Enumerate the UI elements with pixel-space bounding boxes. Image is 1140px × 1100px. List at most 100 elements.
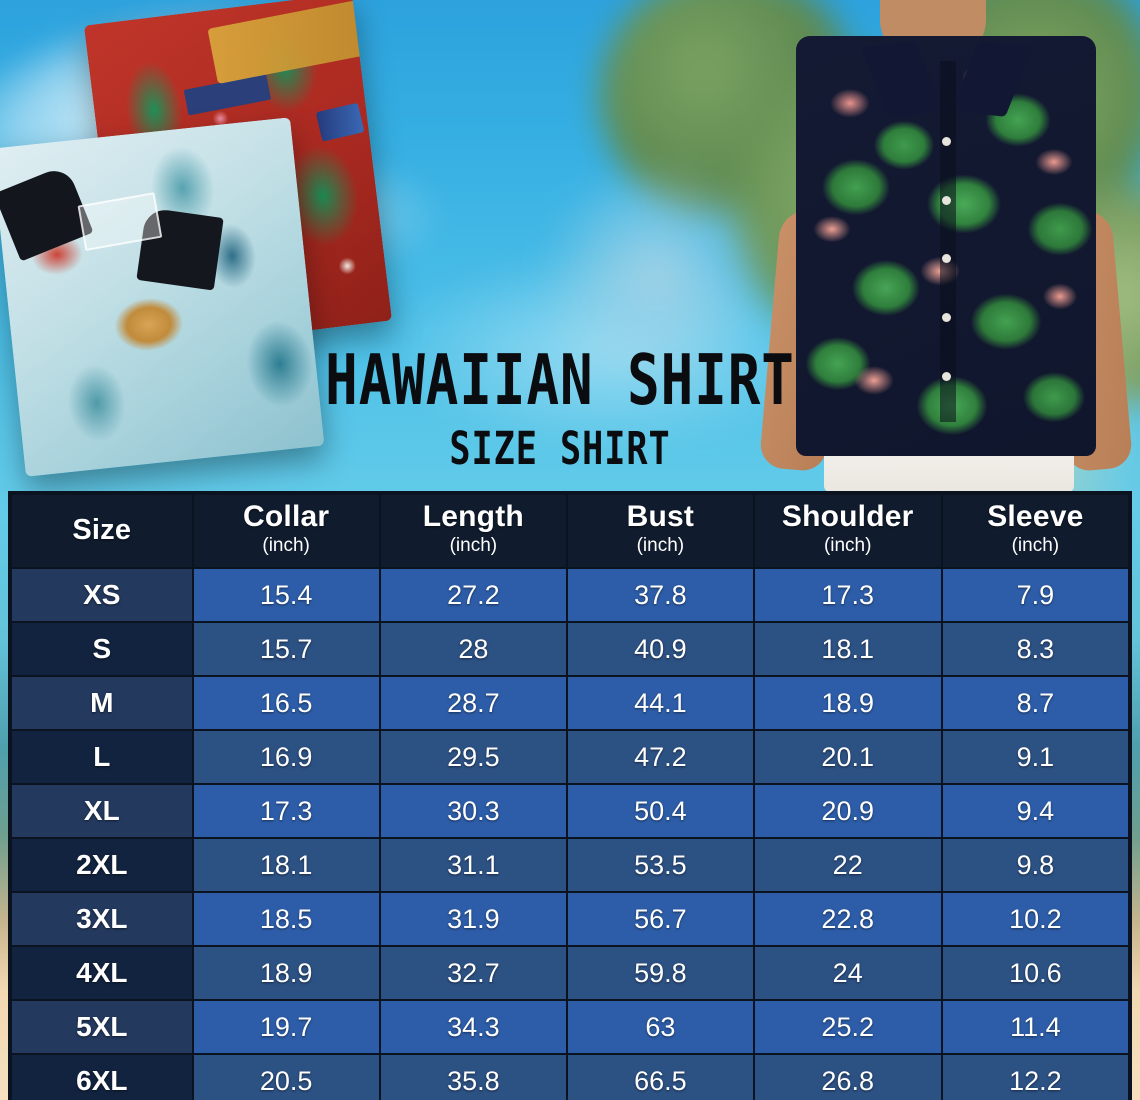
cell-collar: 16.9 <box>193 731 379 783</box>
table-row: S 15.7 28 40.9 18.1 8.3 <box>12 623 1128 675</box>
header-unit: (inch) <box>823 535 872 557</box>
shirt-button-placket <box>940 61 956 423</box>
cell-length: 29.5 <box>380 731 567 783</box>
cell-collar: 16.5 <box>193 677 379 729</box>
table-row: 5XL 19.7 34.3 63 25.2 11.4 <box>12 1001 1128 1053</box>
cell-bust: 37.8 <box>568 569 753 621</box>
header-unit: (inch) <box>262 535 310 557</box>
table-row: M 16.5 28.7 44.1 18.9 8.7 <box>12 677 1128 729</box>
column-header-bust: Bust (inch) <box>568 495 753 567</box>
cell-collar: 15.4 <box>193 569 379 621</box>
shirt-button <box>942 136 951 146</box>
cell-size: 2XL <box>12 839 192 891</box>
table-row: 6XL 20.5 35.8 66.5 26.8 12.2 <box>12 1055 1128 1100</box>
table-row: XL 17.3 30.3 50.4 20.9 9.4 <box>12 785 1128 837</box>
cell-bust: 44.1 <box>568 677 753 729</box>
cell-shoulder: 18.9 <box>754 677 941 729</box>
cell-collar: 18.1 <box>193 839 379 891</box>
cell-bust: 40.9 <box>568 623 753 675</box>
cell-collar: 19.7 <box>193 1001 379 1053</box>
header-label: Length <box>422 500 524 534</box>
size-chart-table: Size Collar (inch) Length (inch) Bust (i… <box>10 493 1130 1100</box>
cell-size: XS <box>12 569 192 621</box>
cell-bust: 56.7 <box>568 893 753 945</box>
cell-size: 3XL <box>12 893 192 945</box>
shirt-brand-label <box>183 73 271 116</box>
cell-shoulder: 25.2 <box>754 1001 941 1053</box>
header-label: Shoulder <box>781 500 914 534</box>
cell-size: L <box>12 731 192 783</box>
header-label: Collar <box>243 500 330 534</box>
table-header: Size Collar (inch) Length (inch) Bust (i… <box>12 495 1128 567</box>
cell-size: 6XL <box>12 1055 192 1100</box>
shirt-button <box>942 254 951 264</box>
cell-length: 32.7 <box>380 947 567 999</box>
header-unit: (inch) <box>1011 535 1060 557</box>
table-row: XS 15.4 27.2 37.8 17.3 7.9 <box>12 569 1128 621</box>
header-unit: (inch) <box>636 535 685 557</box>
cell-bust: 47.2 <box>568 731 753 783</box>
navy-flamingo-shirt-image <box>796 36 1096 456</box>
cell-collar: 18.5 <box>193 893 379 945</box>
shirt-button <box>942 195 951 205</box>
cell-length: 30.3 <box>380 785 567 837</box>
table-row: L 16.9 29.5 47.2 20.1 9.1 <box>12 731 1128 783</box>
cell-bust: 63 <box>568 1001 753 1053</box>
header-unit: (inch) <box>449 535 498 557</box>
cell-size: S <box>12 623 192 675</box>
cell-sleeve: 7.9 <box>942 569 1128 621</box>
cell-bust: 59.8 <box>568 947 753 999</box>
cell-sleeve: 10.2 <box>942 893 1128 945</box>
cell-sleeve: 8.3 <box>942 623 1128 675</box>
cell-collar: 15.7 <box>193 623 379 675</box>
table-row: 3XL 18.5 31.9 56.7 22.8 10.2 <box>12 893 1128 945</box>
cell-size: M <box>12 677 192 729</box>
title-main-line: HAWAIIAN SHIRT <box>325 340 795 422</box>
cell-length: 34.3 <box>380 1001 567 1053</box>
cell-size: XL <box>12 785 192 837</box>
cell-shoulder: 24 <box>754 947 941 999</box>
cell-bust: 50.4 <box>568 785 753 837</box>
cell-collar: 18.9 <box>193 947 379 999</box>
shirt-collar-left <box>861 41 943 118</box>
table-body: XS 15.4 27.2 37.8 17.3 7.9 S 15.7 28 40.9 18.1 8.3 M… <box>12 569 1128 1100</box>
shirt-sleeve-tag <box>316 102 365 142</box>
cell-sleeve: 11.4 <box>942 1001 1128 1053</box>
cell-length: 31.9 <box>380 893 567 945</box>
cell-bust: 53.5 <box>568 839 753 891</box>
column-header-shoulder: Shoulder (inch) <box>754 495 941 567</box>
cell-collar: 20.5 <box>193 1055 379 1100</box>
column-header-collar: Collar (inch) <box>193 495 379 567</box>
cell-size: 4XL <box>12 947 192 999</box>
page-title: HAWAIIAN SHIRT SIZE SHIRT <box>300 340 820 471</box>
cell-length: 27.2 <box>380 569 567 621</box>
title-sub-line: SIZE SHIRT <box>449 422 671 475</box>
table-header-row: Size Collar (inch) Length (inch) Bust (i… <box>12 495 1128 567</box>
shirt-collar-right <box>951 41 1033 118</box>
column-header-size: Size <box>12 495 192 567</box>
header-label: Bust <box>626 500 695 534</box>
table-row: 4XL 18.9 32.7 59.8 24 10.6 <box>12 947 1128 999</box>
header-label: Size <box>72 513 132 546</box>
shirt-button <box>942 372 951 381</box>
shirt-button <box>942 313 951 323</box>
cell-bust: 66.5 <box>568 1055 753 1100</box>
cell-size: 5XL <box>12 1001 192 1053</box>
blue-hawaiian-shirt-image <box>0 117 325 477</box>
cell-shoulder: 26.8 <box>754 1055 941 1100</box>
cell-shoulder: 22 <box>754 839 941 891</box>
cell-length: 28.7 <box>380 677 567 729</box>
cell-collar: 17.3 <box>193 785 379 837</box>
table-row: 2XL 18.1 31.1 53.5 22 9.8 <box>12 839 1128 891</box>
cell-sleeve: 10.6 <box>942 947 1128 999</box>
header-label: Sleeve <box>987 500 1084 534</box>
column-header-sleeve: Sleeve (inch) <box>942 495 1128 567</box>
cell-sleeve: 9.4 <box>942 785 1128 837</box>
cell-length: 28 <box>380 623 567 675</box>
cell-sleeve: 9.8 <box>942 839 1128 891</box>
model-wearing-shirt-photo <box>740 0 1140 492</box>
cell-sleeve: 12.2 <box>942 1055 1128 1100</box>
cell-shoulder: 22.8 <box>754 893 941 945</box>
cell-length: 31.1 <box>380 839 567 891</box>
